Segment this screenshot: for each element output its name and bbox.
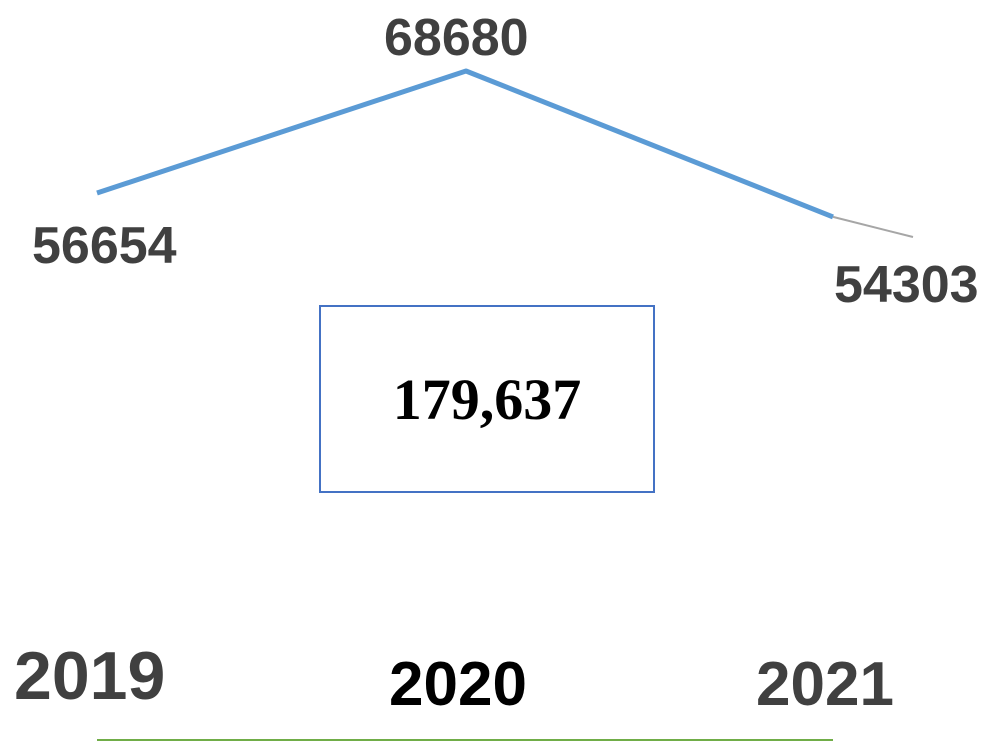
x-label-2020: 2020 bbox=[389, 650, 527, 719]
total-value: 179,637 bbox=[392, 366, 582, 432]
data-label-2021: 54303 bbox=[834, 256, 979, 314]
data-label-2020: 68680 bbox=[384, 9, 529, 67]
total-box: 179,637 bbox=[319, 305, 655, 493]
series-line bbox=[96, 68, 834, 220]
x-label-2021: 2021 bbox=[756, 650, 894, 719]
x-label-2019: 2019 bbox=[14, 638, 165, 714]
data-label-2019: 56654 bbox=[32, 217, 177, 275]
leader-line bbox=[832, 215, 914, 238]
